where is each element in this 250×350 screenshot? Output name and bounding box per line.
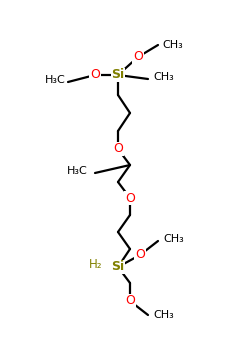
Text: O: O: [125, 294, 135, 308]
Text: O: O: [113, 142, 123, 155]
Text: O: O: [90, 69, 100, 82]
Text: Si: Si: [112, 69, 124, 82]
Text: CH₃: CH₃: [154, 310, 174, 320]
Text: H₃C: H₃C: [45, 75, 66, 85]
Text: O: O: [125, 191, 135, 204]
Text: O: O: [135, 248, 145, 261]
Text: CH₃: CH₃: [154, 72, 174, 82]
Text: CH₃: CH₃: [164, 234, 184, 244]
Text: H₃C: H₃C: [66, 166, 87, 176]
Text: Si: Si: [112, 260, 124, 273]
Text: H₂: H₂: [89, 259, 103, 272]
Text: CH₃: CH₃: [162, 40, 183, 50]
Text: O: O: [133, 50, 143, 63]
